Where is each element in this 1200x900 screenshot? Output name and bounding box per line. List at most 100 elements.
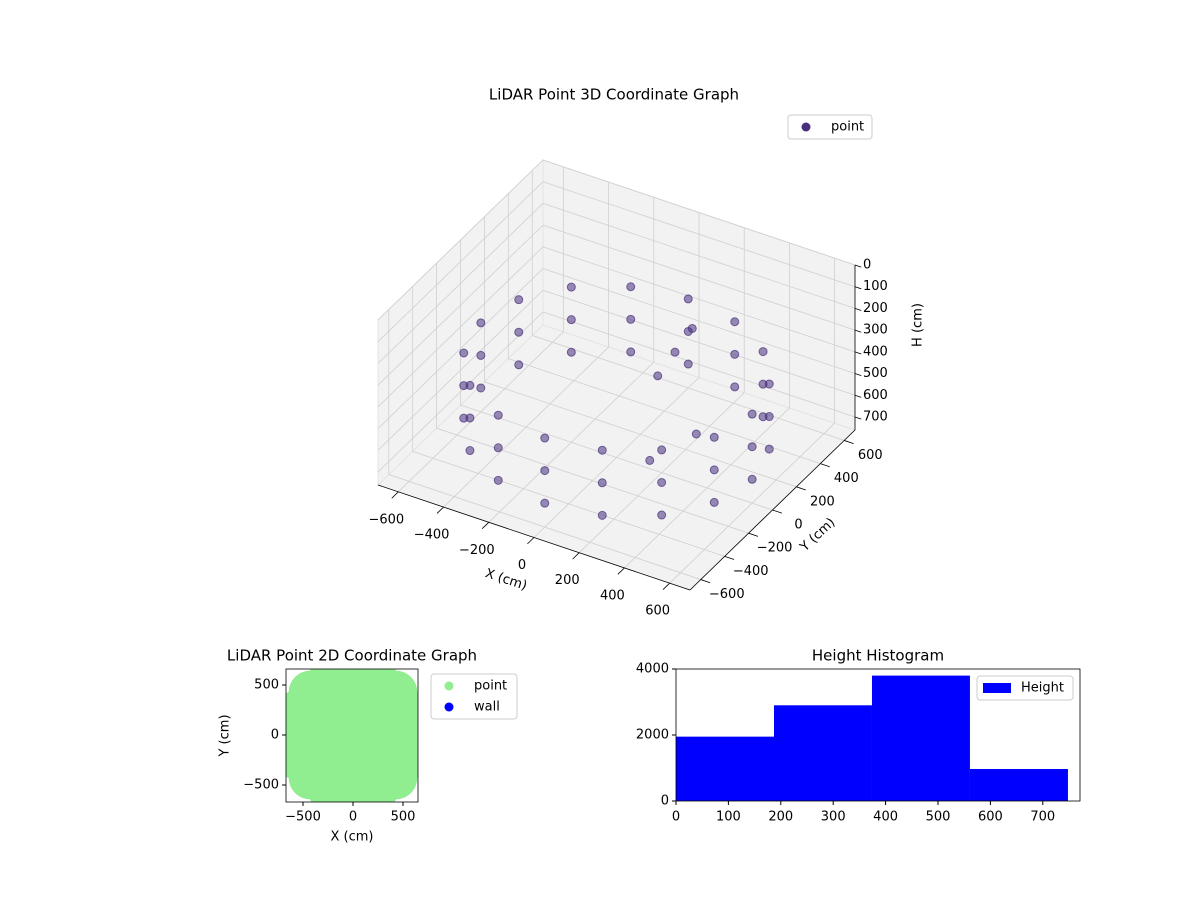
point (540, 466, 550, 476)
legend-label: Height (1021, 681, 1064, 696)
x-tick-label: 100 (716, 810, 741, 825)
tick-mark (436, 506, 444, 514)
tick-mark (572, 552, 580, 560)
grid-line (377, 311, 856, 473)
point (687, 323, 697, 333)
point (709, 497, 719, 507)
point (514, 327, 524, 337)
y-tick-label: 0 (794, 518, 802, 533)
y-tick-label: 400 (834, 471, 859, 486)
y-tick-label: 4000 (636, 662, 669, 677)
x-tick-label: 300 (821, 810, 846, 825)
z-tick-label: 100 (863, 279, 888, 294)
y-tick-label: 600 (858, 448, 883, 463)
x-tick-label: 200 (768, 810, 793, 825)
legend-marker (444, 681, 454, 691)
legend-label: wall (474, 700, 500, 715)
x-tick-label: 0 (349, 810, 357, 825)
y-tick-label: −200 (757, 541, 793, 556)
point (683, 294, 693, 304)
y-axis-line (689, 429, 856, 591)
point (514, 295, 524, 305)
legend-label: point (474, 679, 507, 694)
chart-title: LiDAR Point 2D Coordinate Graph (227, 647, 477, 665)
plot-area (286, 669, 418, 802)
z-tick-label: 500 (863, 366, 888, 381)
point (691, 429, 701, 439)
point (493, 475, 503, 485)
x-tick-label: 700 (1030, 810, 1055, 825)
x-axis-label: X (cm) (331, 830, 374, 845)
point (465, 446, 475, 456)
z-tick-label: 400 (863, 344, 888, 359)
point (657, 477, 667, 487)
y-tick-label: 500 (254, 678, 279, 693)
point (683, 359, 693, 369)
point (670, 347, 680, 357)
bar (676, 736, 774, 801)
grid-line (377, 159, 856, 321)
point (493, 410, 503, 420)
grid-line (377, 246, 856, 408)
z-tick-label: 700 (863, 409, 888, 424)
tick-mark (772, 509, 782, 514)
point (626, 347, 636, 357)
point (657, 445, 667, 455)
grid-line (377, 181, 856, 342)
x-tick-label: 600 (978, 810, 1003, 825)
bar (969, 768, 1068, 801)
x-tick-label: 400 (873, 810, 898, 825)
point (476, 350, 486, 360)
point (597, 445, 607, 455)
point (566, 315, 576, 325)
z-tick-label: 300 (863, 323, 888, 338)
x-tick-label: −200 (459, 543, 495, 558)
tick-mark (820, 463, 830, 468)
point (514, 360, 524, 370)
point (758, 412, 768, 422)
point (645, 455, 655, 465)
x-tick-label: 200 (555, 573, 580, 588)
grid-line (412, 286, 725, 557)
tick-mark (854, 416, 862, 420)
legend-marker (801, 122, 811, 132)
point (764, 444, 774, 454)
tick-mark (724, 555, 735, 560)
legend-label: point (831, 120, 864, 135)
point (626, 282, 636, 292)
point (730, 349, 740, 359)
point (597, 510, 607, 520)
tick-mark (854, 286, 862, 290)
y-tick-label: 2000 (636, 728, 669, 743)
x-tick-label: 0 (672, 810, 680, 825)
grid-line (377, 224, 856, 386)
x-tick-label: 500 (926, 810, 951, 825)
y-tick-label: 0 (661, 794, 669, 809)
tick-mark (854, 351, 862, 355)
point (459, 381, 469, 391)
grid-line (531, 170, 845, 441)
point (459, 348, 469, 358)
tick-mark (854, 264, 862, 268)
y-axis-label: Y (cm) (218, 714, 233, 757)
grid-line (377, 289, 856, 451)
point (730, 382, 740, 392)
legend-marker (983, 683, 1011, 693)
point (730, 317, 740, 327)
bar (773, 705, 872, 801)
z-tick-label: 600 (863, 388, 888, 403)
grid-line (460, 240, 773, 511)
tick-mark (796, 486, 806, 491)
point (747, 409, 757, 419)
point (626, 314, 636, 324)
point (747, 442, 757, 452)
point (540, 498, 550, 508)
tick-mark (854, 394, 862, 398)
x-tick-label: −400 (414, 528, 450, 543)
z-tick-label: 200 (863, 301, 888, 316)
y-tick-label: 0 (271, 728, 279, 743)
point (476, 318, 486, 328)
y-tick-label: 200 (810, 494, 835, 509)
grid-line (388, 309, 701, 580)
